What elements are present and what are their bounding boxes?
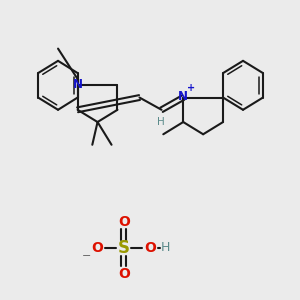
Text: O: O <box>118 215 130 229</box>
Text: N: N <box>73 78 82 91</box>
Text: O: O <box>92 241 104 255</box>
Text: +: + <box>187 83 195 93</box>
Text: O: O <box>144 241 156 255</box>
Text: S: S <box>118 239 130 257</box>
Text: N: N <box>178 90 188 103</box>
Text: H: H <box>161 242 170 254</box>
Text: H: H <box>157 117 164 127</box>
Text: −: − <box>82 250 91 261</box>
Text: O: O <box>118 267 130 281</box>
